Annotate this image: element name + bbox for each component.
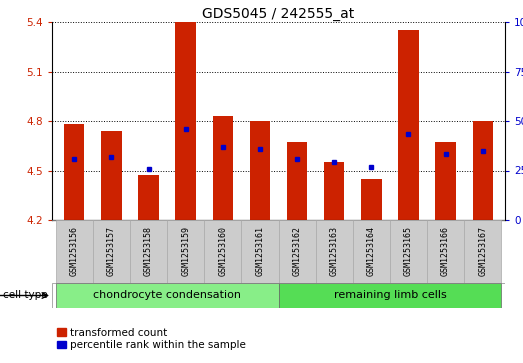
Text: GSM1253165: GSM1253165 <box>404 227 413 277</box>
Bar <box>287 142 308 220</box>
Bar <box>361 179 382 220</box>
Bar <box>130 220 167 283</box>
Bar <box>64 124 85 220</box>
Bar <box>101 131 122 220</box>
Bar <box>353 220 390 283</box>
Bar <box>464 220 501 283</box>
Bar <box>279 283 501 308</box>
Text: GSM1253167: GSM1253167 <box>478 227 487 277</box>
Bar <box>242 220 279 283</box>
Bar <box>212 116 233 220</box>
Bar <box>390 220 427 283</box>
Bar <box>56 220 93 283</box>
Text: GSM1253156: GSM1253156 <box>70 227 79 277</box>
Bar <box>93 220 130 283</box>
Text: GSM1253158: GSM1253158 <box>144 227 153 277</box>
Title: GDS5045 / 242555_at: GDS5045 / 242555_at <box>202 7 355 21</box>
Text: cell type: cell type <box>3 290 47 301</box>
Text: GSM1253157: GSM1253157 <box>107 227 116 277</box>
Text: remaining limb cells: remaining limb cells <box>334 290 446 301</box>
Bar <box>175 22 196 220</box>
Text: GSM1253161: GSM1253161 <box>255 227 265 277</box>
Bar <box>472 121 493 220</box>
Text: chondrocyte condensation: chondrocyte condensation <box>93 290 241 301</box>
Text: GSM1253160: GSM1253160 <box>218 227 228 277</box>
Bar <box>427 220 464 283</box>
Bar <box>249 121 270 220</box>
Text: GSM1253164: GSM1253164 <box>367 227 376 277</box>
Bar <box>56 283 279 308</box>
Bar <box>398 30 419 220</box>
Bar <box>324 162 345 220</box>
Bar <box>167 220 204 283</box>
Bar <box>316 220 353 283</box>
Bar <box>279 220 316 283</box>
Bar <box>435 142 456 220</box>
Legend: transformed count, percentile rank within the sample: transformed count, percentile rank withi… <box>57 328 246 350</box>
Text: GSM1253163: GSM1253163 <box>329 227 339 277</box>
Text: GSM1253162: GSM1253162 <box>292 227 302 277</box>
Text: GSM1253159: GSM1253159 <box>181 227 190 277</box>
Bar <box>138 175 159 220</box>
Text: GSM1253166: GSM1253166 <box>441 227 450 277</box>
Bar <box>204 220 242 283</box>
